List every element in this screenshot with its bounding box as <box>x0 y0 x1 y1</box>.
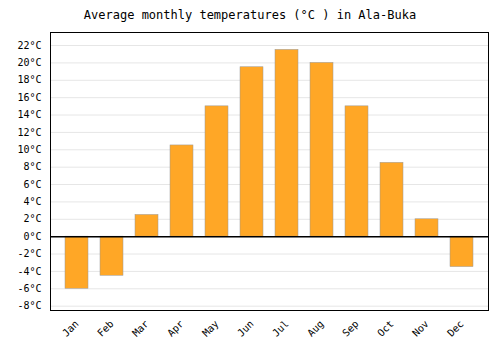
svg-text:10°C: 10°C <box>17 144 41 155</box>
svg-text:0°C: 0°C <box>23 231 41 242</box>
svg-text:May: May <box>200 318 221 339</box>
svg-text:Aug: Aug <box>305 318 326 339</box>
svg-text:Dec: Dec <box>445 318 466 339</box>
svg-text:-6°C: -6°C <box>17 283 41 294</box>
svg-text:-2°C: -2°C <box>17 248 41 259</box>
svg-text:Jun: Jun <box>235 318 256 339</box>
svg-text:22°C: 22°C <box>17 40 41 51</box>
svg-text:8°C: 8°C <box>23 161 41 172</box>
svg-text:Mar: Mar <box>130 318 151 339</box>
svg-text:Nov: Nov <box>410 318 431 339</box>
svg-text:16°C: 16°C <box>17 92 41 103</box>
svg-text:Feb: Feb <box>95 318 116 339</box>
svg-text:2°C: 2°C <box>23 213 41 224</box>
html-text:Average monthly temperatures (: Average monthly temperatures (°C ) in Al… <box>83 8 417 22</box>
svg-text:-8°C: -8°C <box>17 300 41 311</box>
svg-text:Sep: Sep <box>340 318 361 339</box>
svg-text:Jul: Jul <box>270 318 291 339</box>
svg-text:Oct: Oct <box>375 318 396 339</box>
svg-text:4°C: 4°C <box>23 196 41 207</box>
svg-text:20°C: 20°C <box>17 57 41 68</box>
svg-text:6°C: 6°C <box>23 179 41 190</box>
svg-text:Apr: Apr <box>165 318 186 339</box>
svg-text:18°C: 18°C <box>17 74 41 85</box>
svg-text:12°C: 12°C <box>17 127 41 138</box>
svg-text:14°C: 14°C <box>17 109 41 120</box>
svg-text:Jan: Jan <box>60 318 81 339</box>
svg-text:-4°C: -4°C <box>17 266 41 277</box>
